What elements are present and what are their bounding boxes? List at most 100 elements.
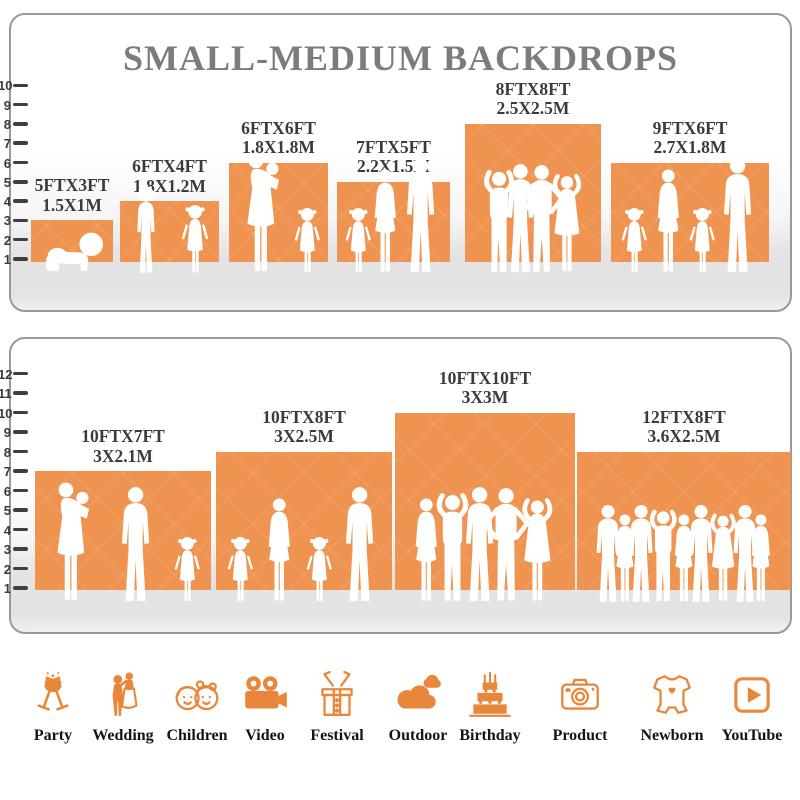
ruler-tick bbox=[13, 488, 28, 493]
backdrop-size-label-7ftx5ft: 7FTX5FT 2.2X1.5M bbox=[356, 136, 431, 177]
ruler-tick-number: 9 bbox=[3, 97, 11, 113]
category-children: Children bbox=[152, 664, 242, 745]
person-girl-icon bbox=[174, 537, 200, 602]
category-label: Video bbox=[245, 727, 285, 744]
person-man-icon bbox=[629, 504, 653, 602]
ruler-tick-number: 7 bbox=[3, 464, 11, 479]
backdrop-size-ft: 6FTX4FT bbox=[132, 156, 207, 177]
category-label: Birthday bbox=[459, 727, 521, 744]
ruler-tick bbox=[13, 371, 28, 376]
backdrop-rect-6ftx4ft bbox=[120, 201, 219, 262]
ruler-tick-number: 8 bbox=[3, 116, 11, 132]
person-boy-icon bbox=[137, 186, 156, 273]
ruler-tick bbox=[13, 102, 28, 107]
person-silhouette-girl bbox=[687, 207, 718, 275]
person-silhouette-girl bbox=[619, 207, 650, 275]
person-man-icon bbox=[122, 487, 150, 602]
backdrop-size-ft: 10FTX10FT bbox=[438, 367, 532, 388]
ruler-tick bbox=[13, 218, 28, 223]
person-silhouette-girl bbox=[172, 536, 203, 604]
ruler-tick-number: 1 bbox=[3, 252, 11, 267]
person-silhouette-woman bbox=[646, 169, 691, 275]
ruler-tick-number: 3 bbox=[3, 213, 11, 229]
category-icon-wrap bbox=[627, 664, 717, 720]
ruler-tick bbox=[13, 257, 28, 261]
person-silhouette-crawling-baby bbox=[36, 229, 108, 275]
backdrop-size-label-10ftx7ft: 10FTX7FT 3X2.1M bbox=[81, 426, 165, 466]
backdrop-size-ft: 6FTX6FT bbox=[241, 117, 316, 138]
person-man-hands-head-icon bbox=[649, 509, 677, 602]
backdrop-size-m: 3X2.5M bbox=[274, 426, 334, 446]
person-girl-icon bbox=[689, 208, 715, 273]
category-label: YouTube bbox=[721, 727, 783, 744]
category-video: Video bbox=[220, 664, 310, 745]
backdrop-size-m: 3.6X2.5M bbox=[647, 426, 721, 446]
category-outdoor: Outdoor bbox=[373, 664, 463, 745]
category-label: Product bbox=[552, 727, 608, 744]
person-silhouette-mother-with-baby bbox=[44, 482, 100, 604]
backdrop-size-ft: 8FTX8FT bbox=[495, 78, 571, 99]
person-woman-icon bbox=[657, 169, 679, 272]
ruler-tick-number: 11 bbox=[0, 386, 12, 401]
person-woman-icon bbox=[374, 169, 396, 272]
ruler-tick bbox=[13, 449, 28, 454]
backdrop-size-label-10ftx8ft: 10FTX8FT 3X2.5M bbox=[262, 407, 346, 447]
person-silhouette-woman bbox=[257, 498, 302, 604]
backdrop-size-label-8ftx8ft: 8FTX8FT 2.5X2.5M bbox=[495, 78, 571, 119]
person-silhouette-girl bbox=[304, 536, 335, 604]
ruler-tick-number: 3 bbox=[3, 542, 11, 557]
photo-camera-icon bbox=[561, 678, 599, 710]
category-wedding: Wedding bbox=[78, 664, 168, 745]
backdrop-size-ft: 7FTX5FT bbox=[356, 136, 431, 157]
person-man-hands-hips-icon bbox=[519, 164, 564, 272]
clouds-icon bbox=[397, 674, 441, 709]
ruler-tick bbox=[13, 566, 28, 571]
category-newborn: Newborn bbox=[627, 664, 717, 745]
person-woman-icon bbox=[615, 514, 634, 602]
ruler-tick-number: 5 bbox=[3, 503, 11, 518]
person-silhouette-woman bbox=[404, 498, 449, 604]
person-woman-icon bbox=[752, 514, 771, 602]
person-girl-icon bbox=[295, 208, 321, 273]
person-mother-with-baby-icon bbox=[247, 153, 280, 272]
person-silhouette-man-hands-head bbox=[424, 490, 481, 604]
person-silhouette-girl bbox=[179, 204, 211, 275]
person-silhouette-girl bbox=[225, 536, 256, 604]
person-mother-with-baby-icon bbox=[57, 482, 89, 601]
person-silhouette-man-hands-hips bbox=[515, 164, 568, 275]
size-chart-panel-medium: 1 2 3 4 5 6 7 8 9 10 11 12 10FTX7FT 3X2.1M 10FTX8FT 3X2… bbox=[0, 337, 792, 634]
category-icon-wrap bbox=[535, 664, 625, 720]
person-man-icon bbox=[346, 487, 374, 602]
person-silhouette-woman bbox=[363, 169, 408, 275]
person-silhouette-woman bbox=[606, 514, 644, 604]
person-girl-icon bbox=[621, 208, 647, 273]
person-girl-icon bbox=[182, 204, 209, 273]
ruler-tick bbox=[13, 527, 28, 532]
ruler-tick bbox=[13, 586, 28, 590]
ruler-tick-number: 7 bbox=[3, 136, 11, 152]
person-silhouette-mother-with-baby bbox=[234, 153, 290, 275]
category-label: Newborn bbox=[640, 727, 704, 744]
youtube-play-icon bbox=[734, 677, 770, 713]
person-silhouette-woman-hands-head bbox=[699, 511, 747, 604]
ruler-tick bbox=[13, 122, 28, 126]
backdrop-size-label-10ftx10ft: 10FTX10FT 3X3M bbox=[438, 367, 532, 408]
category-festival: Festival bbox=[292, 664, 382, 745]
person-woman-hands-head-icon bbox=[522, 498, 553, 601]
backdrop-size-ft: 9FTX6FT bbox=[652, 117, 728, 138]
person-man-icon bbox=[596, 504, 620, 602]
ruler-tick-number: 10 bbox=[0, 78, 13, 94]
backdrop-size-label-9ftx6ft: 9FTX6FT 2.7X1.8M bbox=[652, 117, 728, 158]
person-silhouette-man bbox=[621, 504, 661, 604]
ruler-tick-number: 2 bbox=[3, 232, 11, 248]
person-silhouette-boy bbox=[127, 185, 165, 275]
category-icon-wrap bbox=[8, 664, 98, 720]
person-silhouette-man bbox=[681, 504, 721, 604]
category-icon-wrap bbox=[152, 664, 242, 720]
category-label: Children bbox=[166, 727, 228, 744]
person-man-icon bbox=[733, 504, 757, 602]
person-silhouette-man bbox=[725, 504, 765, 604]
person-silhouette-woman bbox=[742, 514, 780, 604]
ruler-tick bbox=[13, 391, 28, 395]
